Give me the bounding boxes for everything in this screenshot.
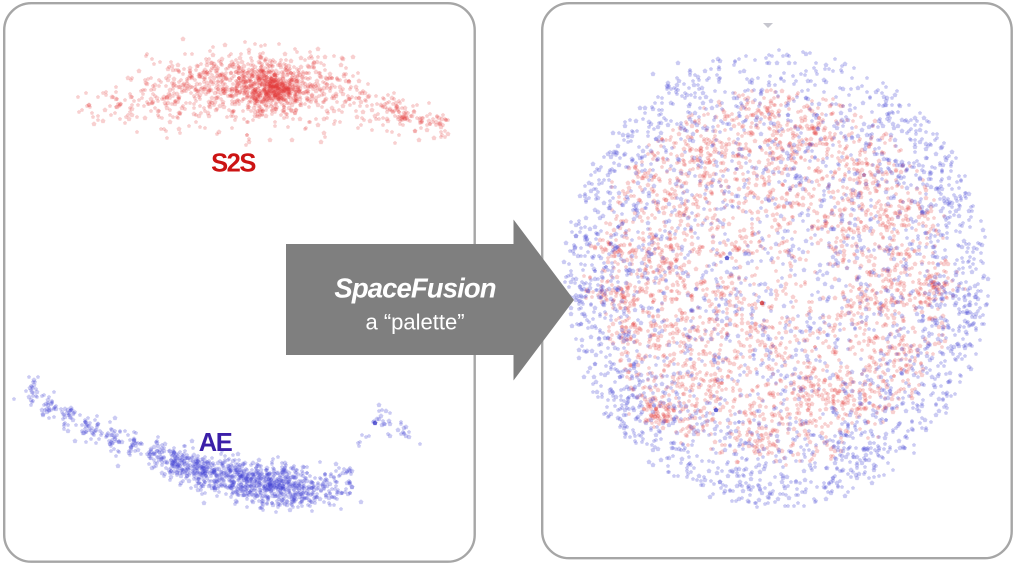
svg-text:S2S: S2S (211, 150, 256, 178)
svg-text:a “palette”: a “palette” (365, 310, 464, 335)
svg-text:AE: AE (199, 429, 233, 457)
svg-text:SpaceFusion: SpaceFusion (334, 273, 495, 304)
